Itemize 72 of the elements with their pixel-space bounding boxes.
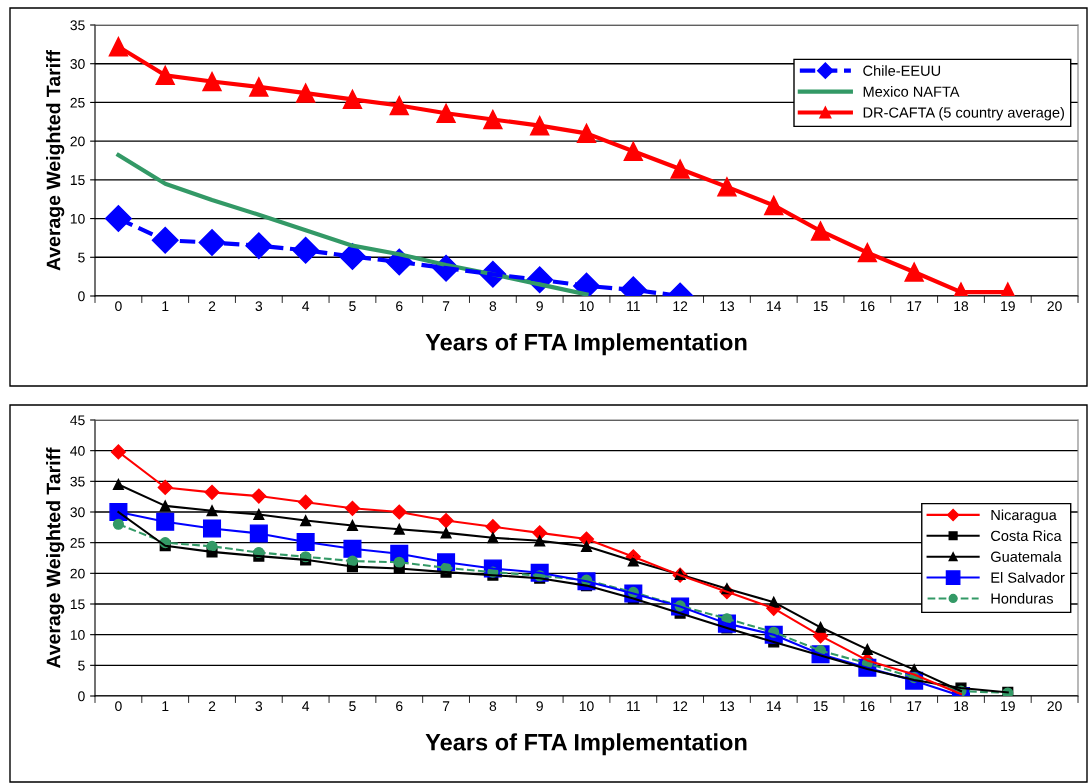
y-tick-label: 0: [78, 291, 85, 302]
y-tick-label: 45: [70, 415, 85, 426]
y-tick-label: 20: [70, 568, 85, 579]
x-tick-label: 14: [767, 301, 782, 311]
x-tick-label: 10: [579, 301, 594, 312]
legend-label: Mexico NAFTA: [863, 86, 960, 97]
x-tick-label: 20: [1047, 301, 1062, 312]
x-tick-label: 13: [720, 301, 735, 312]
x-tick-label: 16: [860, 301, 875, 312]
legend-label: Chile-EEUU: [863, 65, 941, 76]
x-tick-label: 4: [302, 701, 310, 711]
x-tick-label: 8: [489, 301, 497, 312]
x-tick-label: 3: [255, 701, 263, 712]
legend-label: DR-CAFTA (5 country average): [863, 107, 1064, 121]
x-tick-label: 18: [954, 701, 969, 712]
x-tick-label: 19: [1001, 301, 1015, 312]
y-tick-label: 10: [70, 213, 85, 224]
legend-label: Costa Rica: [991, 530, 1062, 542]
x-tick-label: 2: [208, 701, 216, 711]
x-tick-label: 10: [579, 701, 594, 712]
y-tick-label: 30: [70, 59, 85, 69]
legend-label: Nicaragua: [991, 509, 1057, 524]
x-tick-label: 12: [673, 701, 688, 711]
legend-label: El Salvador: [991, 572, 1065, 583]
y-tick-label: 30: [70, 507, 85, 518]
x-tick-label: 6: [396, 701, 403, 712]
y-tick-label: 20: [70, 136, 85, 147]
y-tick-label: 0: [78, 691, 85, 702]
x-tick-label: 11: [627, 301, 640, 311]
y-tick-label: 40: [70, 446, 85, 456]
x-tick-label: 17: [907, 301, 922, 311]
x-tick-label: 20: [1047, 701, 1062, 712]
x-tick-label: 13: [720, 701, 735, 712]
x-tick-label: 18: [954, 301, 969, 312]
y-tick-label: 25: [70, 538, 85, 548]
x-tick-label: 7: [442, 701, 450, 711]
x-tick-label: 1: [162, 701, 169, 711]
legend-label: Honduras: [991, 592, 1054, 604]
y-tick-label: 5: [78, 252, 85, 263]
x-tick-label: 1: [162, 301, 169, 311]
x-tick-label: 15: [813, 701, 828, 712]
x-tick-label: 11: [627, 701, 640, 711]
x-tick-label: 0: [115, 301, 122, 312]
x-tick-label: 9: [536, 301, 543, 312]
x-tick-label: 6: [396, 301, 403, 312]
x-tick-label: 2: [208, 301, 216, 311]
y-tick-label: 10: [70, 630, 85, 640]
x-tick-label: 17: [907, 701, 922, 711]
y-tick-label: 15: [70, 599, 85, 610]
y-tick-label: 35: [70, 20, 85, 31]
y-tick-label: 5: [78, 660, 85, 671]
x-axis-title: Years of FTA Implementation: [425, 333, 747, 356]
x-tick-label: 0: [115, 701, 122, 712]
x-tick-label: 8: [489, 701, 497, 712]
x-tick-label: 16: [860, 701, 875, 712]
x-tick-label: 12: [673, 301, 688, 311]
x-tick-label: 3: [255, 301, 263, 312]
x-tick-label: 7: [442, 301, 450, 311]
x-tick-label: 5: [349, 301, 356, 312]
x-tick-label: 19: [1001, 701, 1015, 712]
x-tick-label: 4: [302, 301, 310, 311]
x-axis-title: Years of FTA Implementation: [425, 733, 747, 756]
y-tick-label: 15: [70, 175, 85, 186]
y-axis-title: Average Weighted Tariff: [46, 49, 65, 271]
y-axis-title: Average Weighted Tariff: [46, 447, 65, 669]
y-tick-label: 35: [70, 476, 85, 487]
x-tick-label: 5: [349, 701, 356, 712]
legend-label: Guatemala: [991, 551, 1062, 562]
x-tick-label: 9: [536, 701, 543, 712]
x-tick-label: 14: [767, 701, 782, 711]
y-tick-label: 25: [70, 97, 85, 108]
x-tick-label: 15: [813, 301, 828, 312]
